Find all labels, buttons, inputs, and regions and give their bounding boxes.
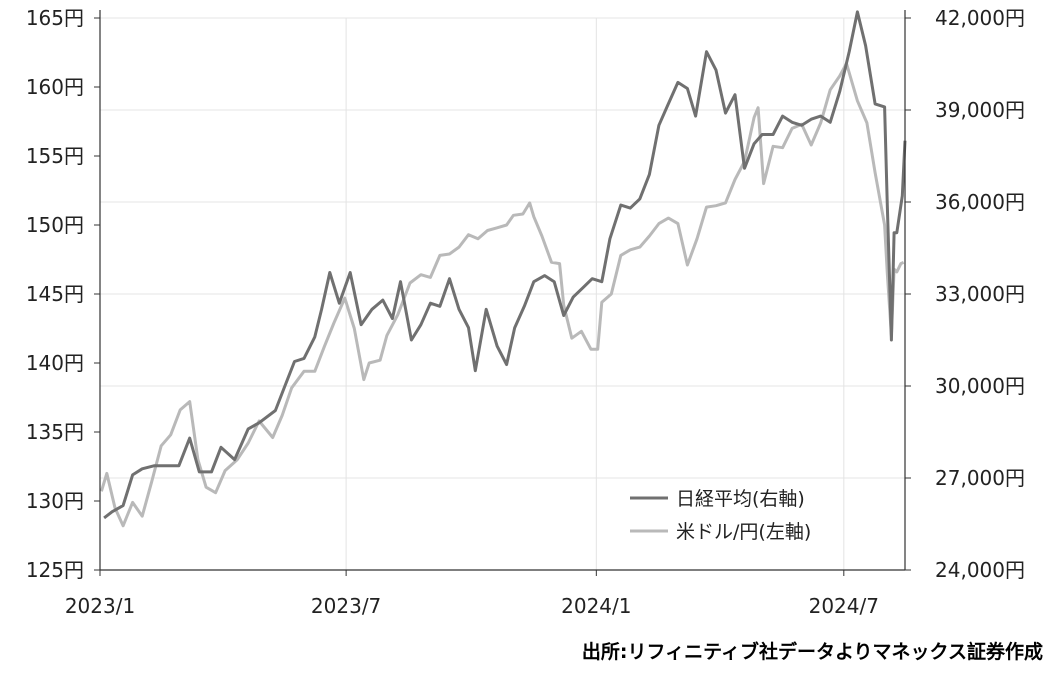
axes — [99, 10, 906, 571]
series-line-1 — [99, 62, 905, 528]
left-tick-label: 165円 — [26, 6, 84, 30]
x-tick-label: 2023/7 — [311, 594, 381, 618]
right-tick-label: 39,000円 — [935, 98, 1025, 122]
left-axis-labels: 165円 160円 155円 150円 145円 140円 135円 130円 125円 — [26, 6, 100, 582]
legend-label-0: 日経平均(右軸) — [676, 488, 805, 510]
left-tick-label: 140円 — [26, 351, 84, 375]
left-tick-label: 155円 — [26, 144, 84, 168]
x-tick-label: 2024/1 — [561, 594, 631, 618]
right-tick-label: 42,000円 — [935, 6, 1025, 30]
right-tick-label: 30,000円 — [935, 374, 1025, 398]
left-tick-label: 135円 — [26, 420, 84, 444]
right-tick-label: 33,000円 — [935, 282, 1025, 306]
series-lines — [99, 10, 907, 528]
left-tick-label: 145円 — [26, 282, 84, 306]
right-tick-label: 36,000円 — [935, 190, 1025, 214]
series-line-0 — [103, 10, 907, 520]
legend: 日経平均(右軸) 米ドル/円(左軸) — [630, 488, 811, 543]
left-tick-label: 150円 — [26, 213, 84, 237]
right-tick-label: 24,000円 — [935, 558, 1025, 582]
left-tick-label: 160円 — [26, 75, 84, 99]
right-axis-labels: 42,000円 39,000円 36,000円 33,000円 30,000円 27,00… — [905, 6, 1025, 582]
x-axis-labels: 2023/1 2023/7 2024/1 2024/7 — [65, 570, 879, 618]
left-tick-label: 130円 — [26, 489, 84, 513]
x-tick-label: 2024/7 — [809, 594, 879, 618]
right-tick-label: 27,000円 — [935, 466, 1025, 490]
legend-label-1: 米ドル/円(左軸) — [676, 521, 811, 543]
x-tick-label: 2023/1 — [65, 594, 135, 618]
source-note: 出所:リフィニティブ社データよりマネックス証券作成 — [581, 641, 1043, 663]
left-tick-label: 125円 — [26, 558, 84, 582]
